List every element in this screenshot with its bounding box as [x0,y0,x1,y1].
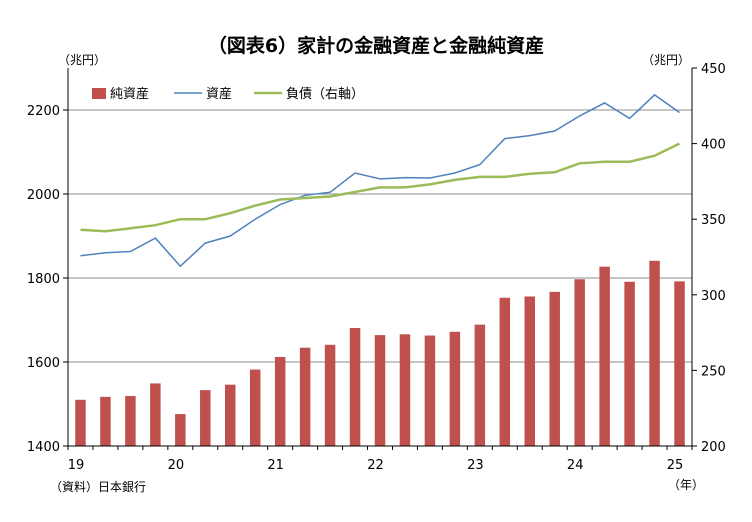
bar-net-assets [224,384,236,446]
bar-net-assets [349,327,361,446]
bar-net-assets [125,396,136,446]
bar-net-assets [249,369,261,446]
bar-net-assets [100,396,111,446]
left-axis-tick-label: 1400 [27,440,60,455]
bar-net-assets [574,279,585,446]
bar-net-assets [674,281,685,446]
right-axis-unit: （兆円） [642,53,690,67]
x-axis: 19 20 21 22 23 24 25 [67,446,693,473]
x-axis-tick-label: 24 [567,458,584,473]
x-axis-tick-label: 19 [68,458,85,473]
chart-title: （図表6）家計の金融資産と金融純資産 [208,34,544,57]
gridlines [68,109,692,363]
bar-net-assets [299,347,311,446]
x-axis-tick-label: 20 [168,458,185,473]
x-axis-tick-label: 21 [267,458,284,473]
legend-swatch-net-assets [92,88,106,99]
line-assets [80,93,680,268]
bar-net-assets [274,356,286,446]
left-axis-tick-label: 2200 [27,104,60,119]
bar-net-assets [524,296,536,446]
right-axis-tick-label: 200 [701,440,726,455]
bar-net-assets [324,344,336,446]
left-axis-unit: （兆円） [58,53,106,67]
right-axis-tick-label: 350 [701,213,726,228]
left-axis-tick-label: 2000 [27,188,60,203]
left-axis: 1400 1600 1800 2000 2200 [27,104,68,455]
legend-label-net-assets: 純資産 [110,86,149,102]
right-axis-tick-label: 300 [701,289,726,304]
bar-net-assets [75,399,86,446]
right-axis-tick-label: 250 [701,364,726,379]
legend: 純資産 資産 負債（右軸） [92,86,364,102]
bar-net-assets [549,291,560,446]
right-axis: 200 250 300 350 400 450 [692,62,726,455]
bar-series [75,260,685,446]
legend-label-liabilities: 負債（右軸） [286,87,364,102]
left-axis-tick-label: 1800 [27,272,60,287]
right-axis-tick-label: 450 [701,62,726,77]
x-axis-tick-label: 22 [367,458,384,473]
bar-net-assets [374,335,386,446]
legend-label-assets: 資産 [206,86,232,102]
source-note: （資料）日本銀行 [50,480,146,494]
bar-net-assets [399,334,411,446]
left-axis-tick-label: 1600 [27,356,60,371]
bar-net-assets [499,297,511,446]
bar-net-assets [200,390,211,446]
bar-net-assets [474,324,486,446]
x-axis-unit: （年） [668,478,704,492]
bar-net-assets [449,331,461,446]
line-series [80,93,681,268]
bar-net-assets [175,414,186,446]
x-axis-tick-label: 23 [467,458,484,473]
bar-net-assets [599,266,610,446]
bar-net-assets [624,281,635,446]
bar-net-assets [424,335,436,446]
x-axis-tick-label: 25 [667,458,684,473]
bar-net-assets [649,260,660,446]
bar-net-assets [150,383,161,446]
right-axis-tick-label: 400 [701,138,726,153]
line-liabilities [80,142,681,233]
